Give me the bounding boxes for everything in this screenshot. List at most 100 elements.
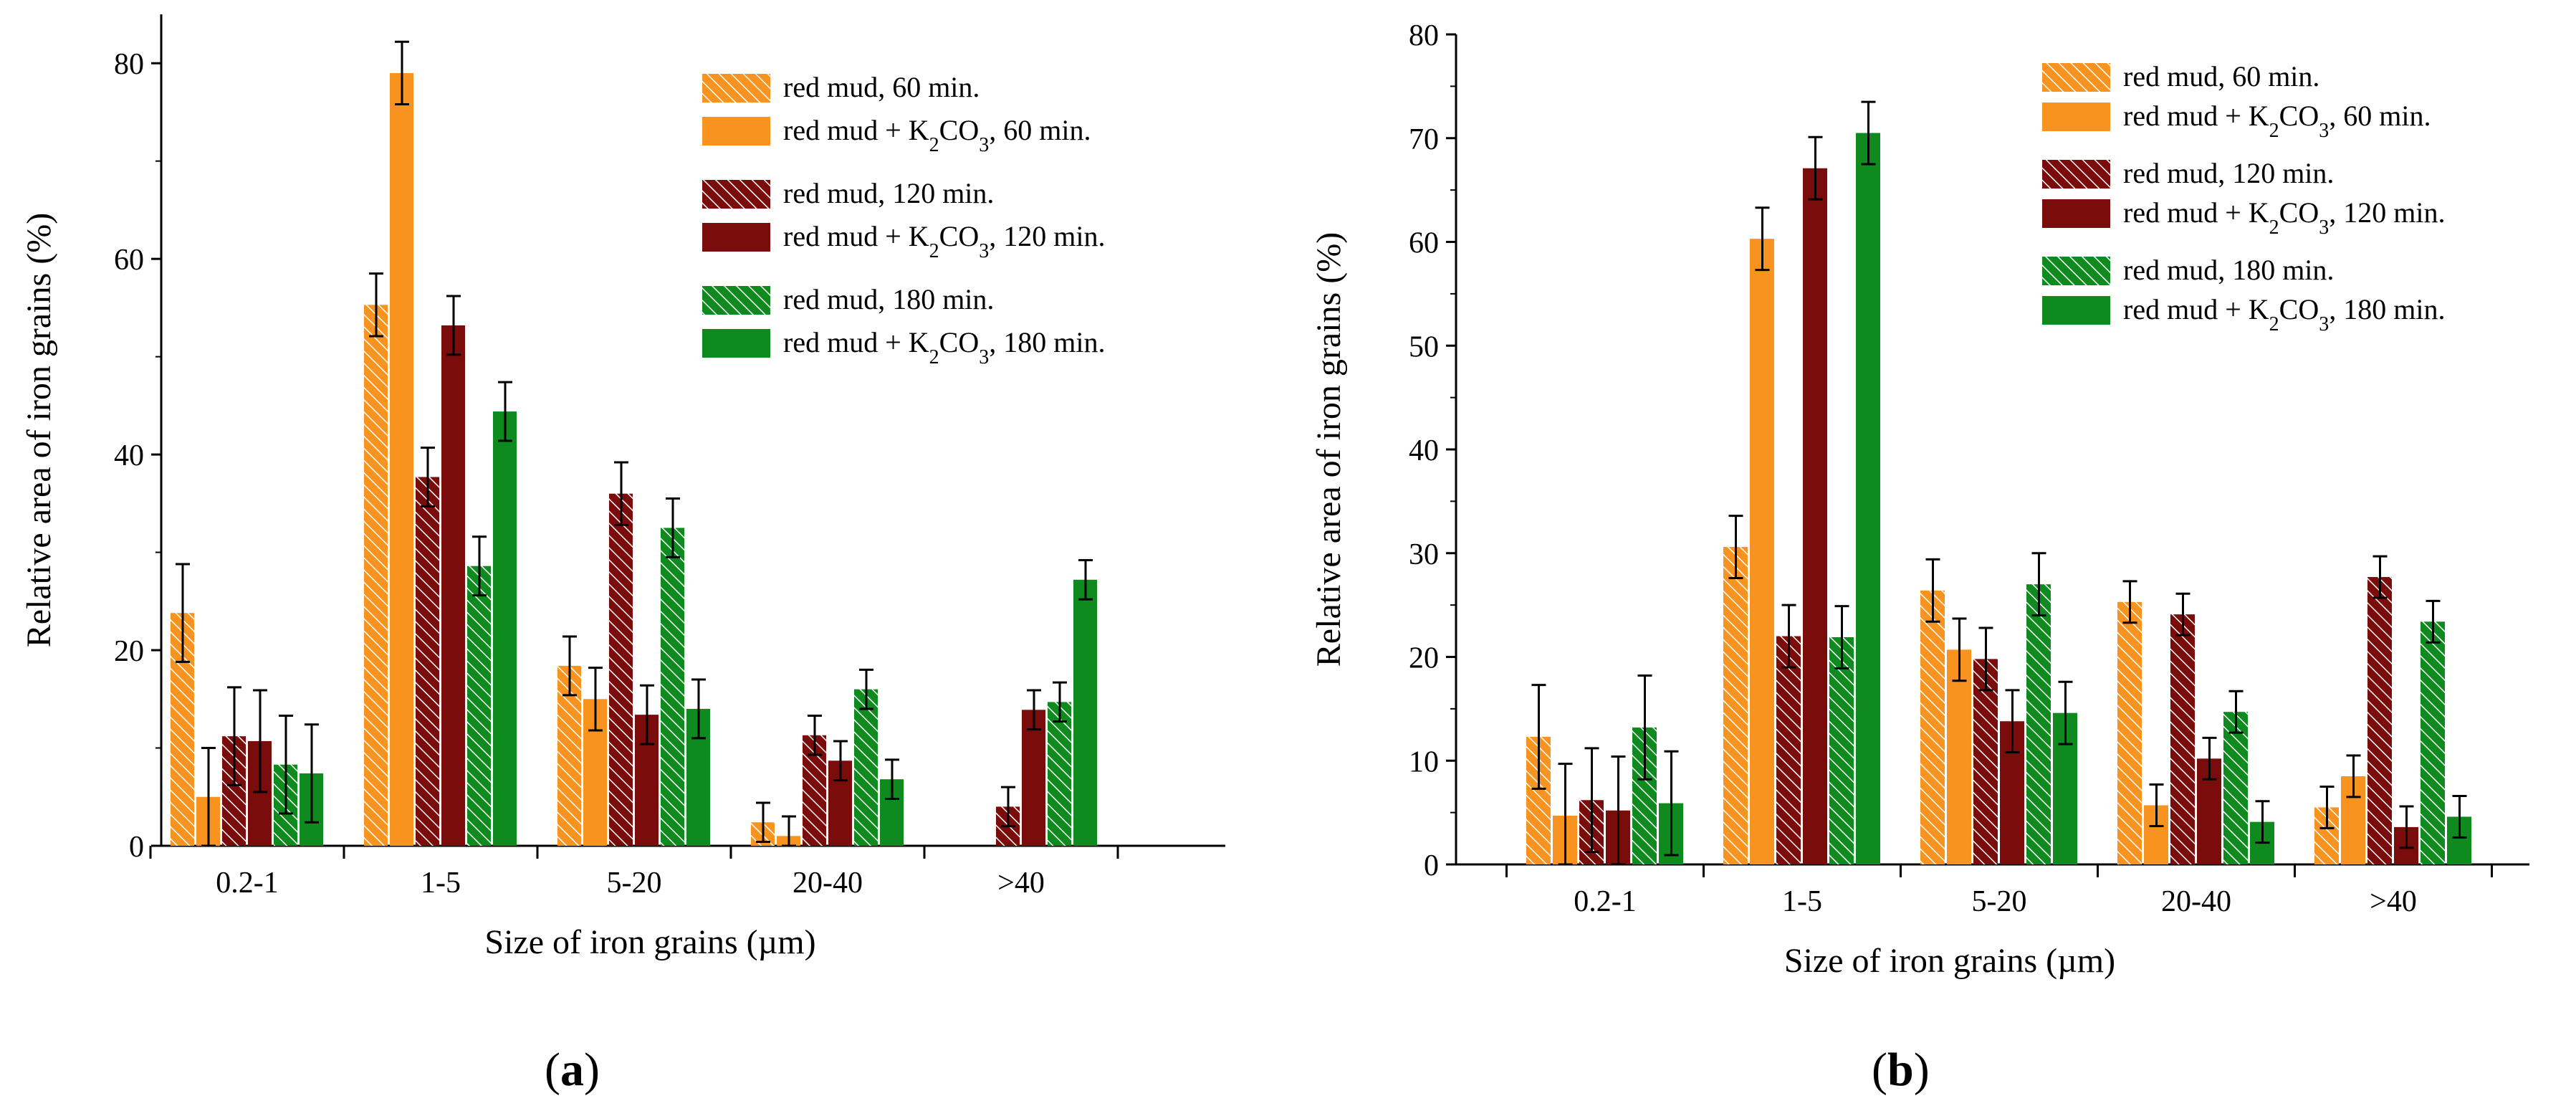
legend-text: CO [939, 114, 980, 146]
legend-subscript: 3 [2319, 313, 2329, 335]
bar [1750, 239, 1774, 865]
legend-label: red mud, 60 min. [2123, 60, 2319, 92]
legend-text: CO [939, 220, 980, 252]
legend-label: red mud + K2CO3, 120 min. [783, 220, 1105, 262]
bar [364, 305, 388, 847]
legend-swatch [2042, 102, 2110, 131]
x-tick-label: 1-5 [1782, 885, 1822, 918]
legend-subscript: 2 [929, 134, 939, 156]
y-tick-label: 80 [114, 48, 144, 81]
legend-label: red mud + K2CO3, 120 min. [2123, 196, 2445, 239]
legend-label: red mud, 180 min. [783, 283, 994, 315]
y-tick-label: 70 [1409, 123, 1439, 156]
legend-swatch [702, 329, 770, 358]
bar [2421, 621, 2445, 864]
bar [1920, 590, 1945, 864]
chart-b: 0 10 20 30 40 50 60 70 80 0.2-1 1-5 5-20 20-40 >40 Siz… [1310, 19, 2529, 980]
legend-subscript: 3 [979, 346, 989, 368]
legend-swatch [702, 74, 770, 102]
legend-label: red mud + K2CO3, 180 min. [2123, 293, 2445, 335]
y-tick-label: 0 [1424, 849, 1439, 882]
legend-subscript: 3 [979, 134, 989, 156]
bar [1803, 168, 1827, 865]
legend-swatch [2042, 257, 2110, 285]
y-tick-label: 40 [114, 439, 144, 472]
y-tick-label: 0 [129, 831, 144, 864]
legend-text: red mud, 180 min. [2123, 254, 2334, 286]
legend-label: red mud + K2CO3, 60 min. [783, 114, 1091, 156]
legend-subscript: 2 [929, 240, 939, 262]
x-tick-label: 1-5 [421, 867, 461, 900]
legend-subscript: 3 [2319, 216, 2329, 239]
legend-swatch [2042, 296, 2110, 325]
bar [1022, 710, 1045, 846]
legend-swatch [2042, 160, 2110, 189]
y-tick-label: 40 [1409, 434, 1439, 467]
legend-text: , 60 min. [2329, 100, 2431, 132]
bar [609, 493, 633, 846]
legend-swatch [2042, 63, 2110, 92]
bar [441, 325, 465, 847]
bar [2223, 712, 2248, 864]
legend-text: red mud, 180 min. [783, 283, 994, 315]
y-axis-title: Relative area of iron grains (%) [20, 213, 58, 647]
y-tick-label: 60 [1409, 227, 1439, 260]
bar [2117, 601, 2142, 864]
bar [416, 477, 439, 846]
bar [1073, 579, 1097, 846]
panel-label-a: (a) [545, 1044, 600, 1096]
x-tick-label: 5-20 [1972, 885, 2027, 918]
bar [2026, 584, 2051, 864]
legend-subscript: 3 [2319, 120, 2329, 142]
bar [1973, 659, 1998, 864]
bar [2367, 577, 2392, 864]
y-tick-label: 20 [114, 635, 144, 668]
chart-a: 0 20 40 60 80 0.2-1 1-5 5-20 20-40 >40 Size of iro… [20, 14, 1225, 961]
bar [390, 72, 413, 847]
y-tick-label: 30 [1409, 538, 1439, 571]
legend-subscript: 3 [979, 240, 989, 262]
bar [854, 689, 878, 846]
y-axis-title: Relative area of iron grains (%) [1310, 232, 1348, 667]
bar [1947, 649, 1971, 864]
y-tick-label: 50 [1409, 330, 1439, 363]
legend-label: red mud, 120 min. [2123, 157, 2334, 189]
x-tick-label: 20-40 [793, 867, 863, 900]
legend-text: red mud + K [783, 326, 929, 358]
bar [661, 528, 684, 846]
legend-text: red mud + K [2123, 100, 2269, 132]
y-tick-label: 60 [114, 244, 144, 277]
bar [1829, 636, 1854, 864]
legend-subscript: 2 [929, 346, 939, 368]
y-tick-label: 80 [1409, 19, 1439, 52]
bar [467, 566, 491, 846]
legend-label: red mud, 60 min. [783, 71, 980, 103]
legend-text: CO [939, 326, 980, 358]
legend-text: red mud + K [2123, 293, 2269, 325]
x-tick-label: 20-40 [2161, 885, 2231, 918]
legend-swatch [702, 180, 770, 209]
legend-swatch [702, 286, 770, 315]
legend-text: , 60 min. [989, 114, 1091, 146]
legend-subscript: 2 [2269, 216, 2279, 239]
legend-text: red mud + K [2123, 196, 2269, 229]
legend-swatch [702, 223, 770, 252]
legend-subscript: 2 [2269, 120, 2279, 142]
bar [2170, 614, 2195, 864]
legend-text: , 120 min. [989, 220, 1105, 252]
bar [493, 411, 517, 846]
x-tick-label: 0.2-1 [1574, 885, 1637, 918]
legend-swatch [702, 117, 770, 146]
legend-text: CO [2279, 293, 2319, 325]
x-tick-label: 5-20 [607, 867, 662, 900]
x-tick-label: >40 [2370, 885, 2417, 918]
legend-text: , 120 min. [2329, 196, 2445, 229]
x-axis-title: Size of iron grains (µm) [484, 923, 815, 961]
legend-text: red mud, 120 min. [783, 177, 994, 209]
bar [1048, 702, 1071, 846]
legend-label: red mud + K2CO3, 60 min. [2123, 100, 2431, 142]
legend-subscript: 2 [2269, 313, 2279, 335]
legend-text: red mud, 120 min. [2123, 157, 2334, 189]
legend-text: CO [2279, 196, 2319, 229]
y-tick-label: 10 [1409, 745, 1439, 778]
